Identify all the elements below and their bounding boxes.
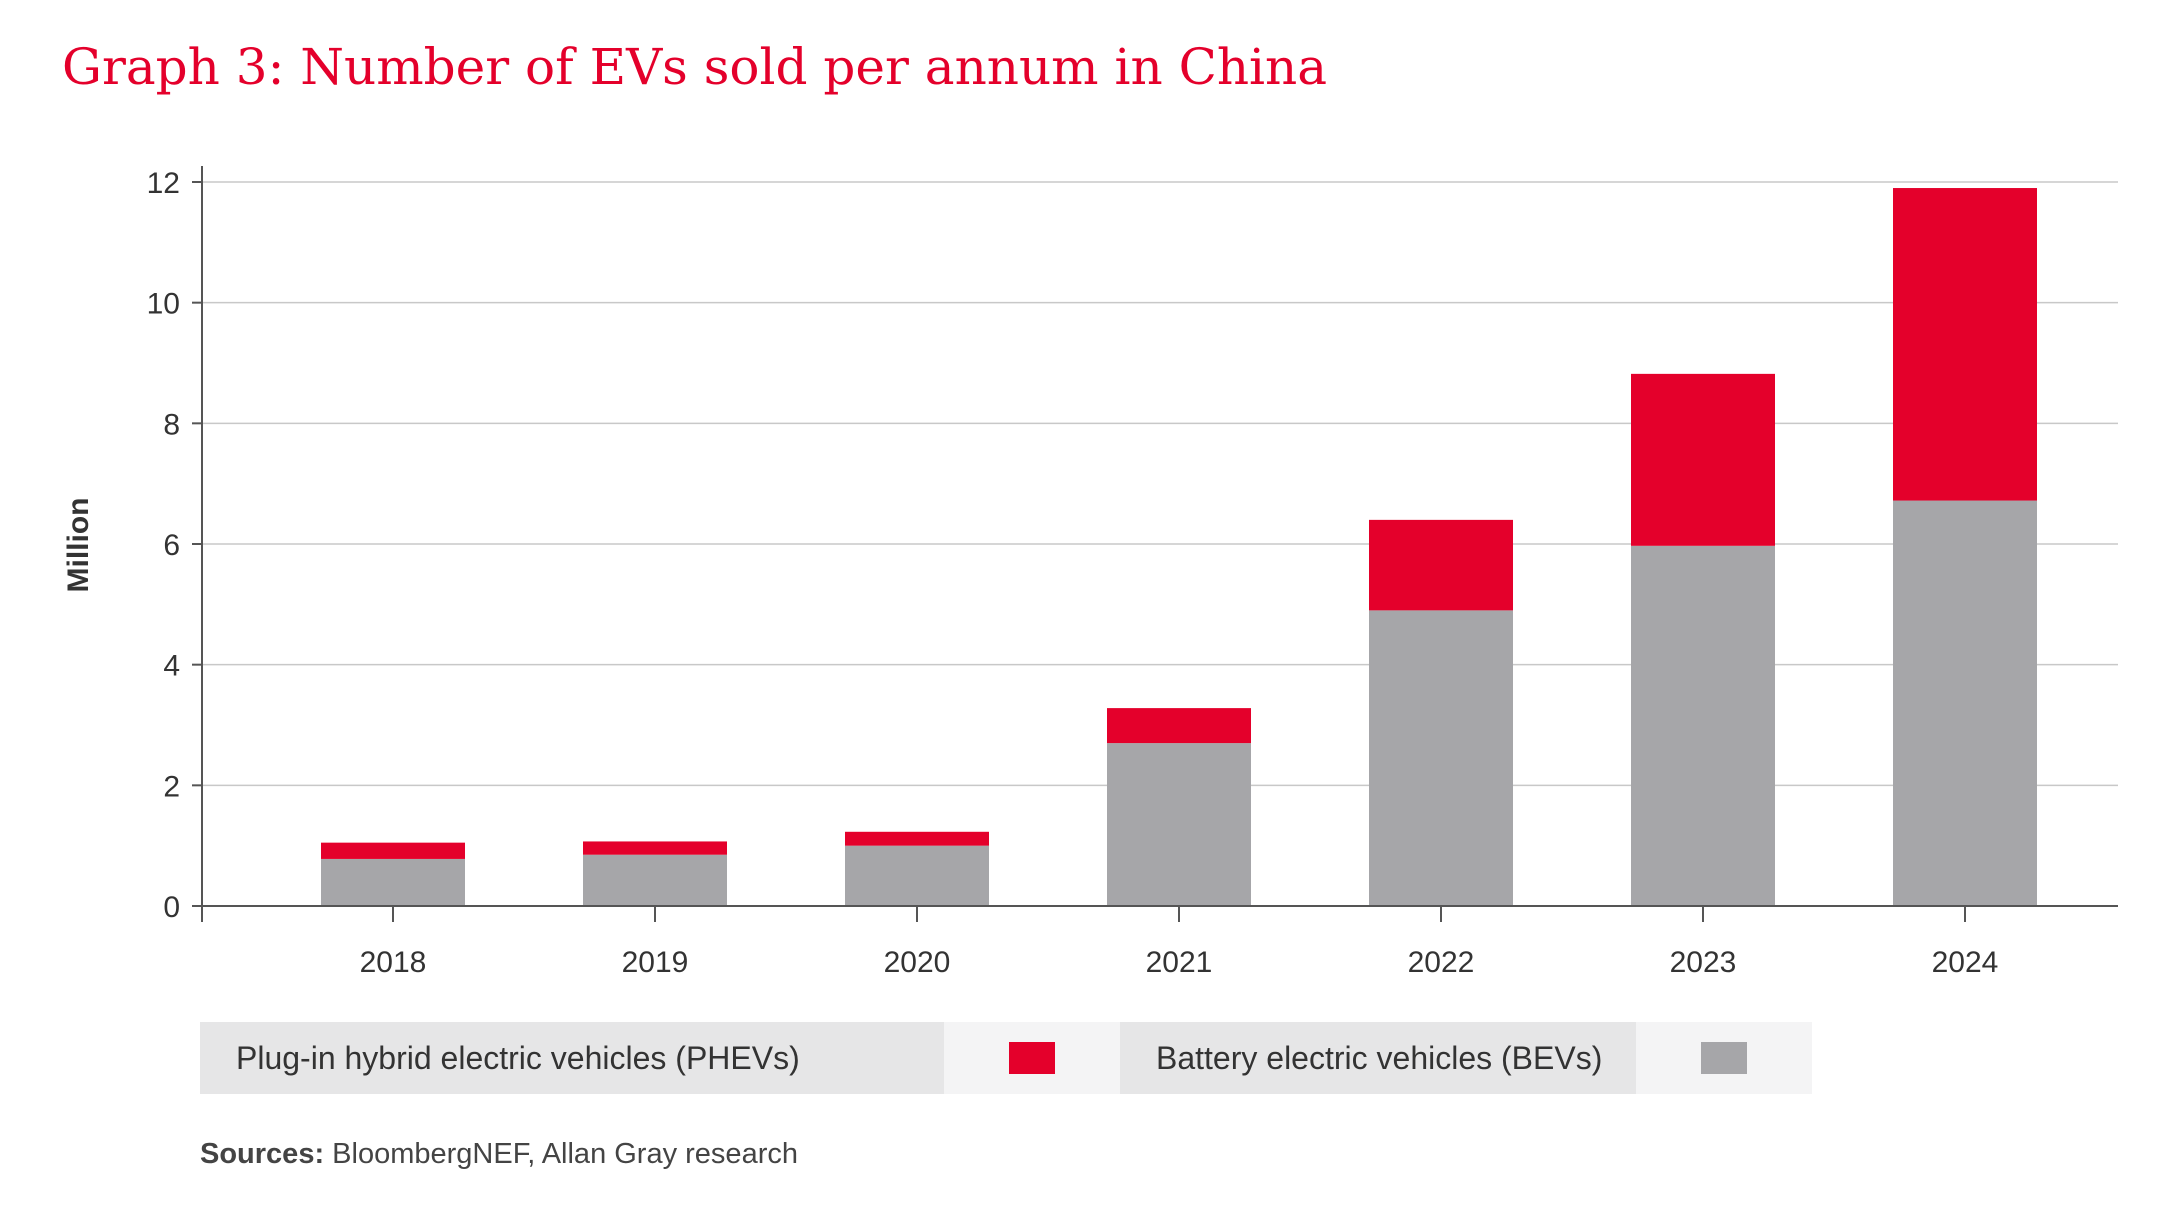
bar-bev-2020 xyxy=(845,845,989,906)
axes xyxy=(192,166,2118,922)
y-axis-title: Million xyxy=(62,498,95,593)
bar-phev-2020 xyxy=(845,831,989,846)
bar-bev-2022 xyxy=(1369,610,1513,906)
sources-note: Sources: BloombergNEF, Allan Gray resear… xyxy=(200,1138,798,1171)
bar-phev-2022 xyxy=(1369,519,1513,611)
y-tick-label: 2 xyxy=(163,770,180,803)
legend-label-bev: Battery electric vehicles (BEVs) xyxy=(1120,1022,1636,1094)
legend-swatch-cell-bev xyxy=(1636,1022,1812,1094)
y-tick-label: 12 xyxy=(147,167,180,200)
legend-swatch-phev xyxy=(1009,1042,1055,1074)
bar-phev-2021 xyxy=(1107,708,1251,744)
chart-title: Graph 3: Number of EVs sold per annum in… xyxy=(62,38,1328,96)
y-tick-label: 10 xyxy=(147,288,180,321)
bars xyxy=(321,188,2037,906)
x-tick-label: 2018 xyxy=(360,946,427,979)
y-tick-label: 0 xyxy=(163,891,180,924)
stacked-bar-chart: 0 2 4 6 8 10 12 2018 2019 2020 2021 2022 2023 2024 Mi… xyxy=(62,166,2118,979)
bar-bev-2024 xyxy=(1893,500,2037,906)
legend-label-phev: Plug-in hybrid electric vehicles (PHEVs) xyxy=(200,1022,944,1094)
legend-swatch-cell-phev xyxy=(944,1022,1120,1094)
x-tick-label: 2024 xyxy=(1932,946,1999,979)
legend-swatch-bev xyxy=(1701,1042,1747,1074)
bar-phev-2018 xyxy=(321,842,465,859)
bar-phev-2019 xyxy=(583,841,727,855)
x-tick-label: 2021 xyxy=(1146,946,1213,979)
x-tick-label: 2023 xyxy=(1670,946,1737,979)
x-tick-label: 2019 xyxy=(622,946,689,979)
gridlines xyxy=(202,181,2118,787)
bar-phev-2024 xyxy=(1893,188,2037,501)
tick-labels: 0 2 4 6 8 10 12 2018 2019 2020 2021 2022 2023 2024 xyxy=(147,167,1999,979)
legend: Plug-in hybrid electric vehicles (PHEVs)… xyxy=(200,1022,1812,1094)
sources-label: Sources: xyxy=(200,1138,325,1170)
y-tick-label: 4 xyxy=(163,650,180,683)
sources-text: BloombergNEF, Allan Gray research xyxy=(324,1138,798,1170)
x-tick-label: 2020 xyxy=(884,946,951,979)
bar-bev-2021 xyxy=(1107,743,1251,906)
x-tick-label: 2022 xyxy=(1408,946,1475,979)
bar-bev-2023 xyxy=(1631,545,1775,906)
bar-phev-2023 xyxy=(1631,373,1775,546)
bar-bev-2019 xyxy=(583,854,727,906)
y-tick-label: 6 xyxy=(163,529,180,562)
y-tick-label: 8 xyxy=(163,408,180,441)
bar-bev-2018 xyxy=(321,858,465,906)
